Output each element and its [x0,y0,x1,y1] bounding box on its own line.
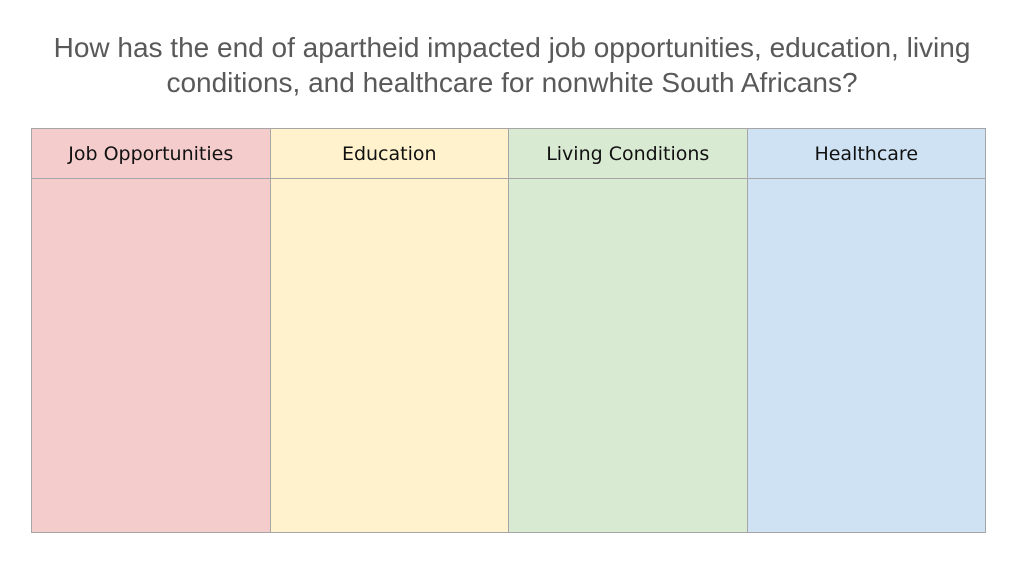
column-header: Living Conditions [508,128,748,179]
column-header: Education [269,128,509,179]
column-header: Healthcare [746,128,986,179]
body-row [31,178,986,533]
empty-cell [746,178,986,533]
empty-cell [508,178,748,533]
slide-title: How has the end of apartheid impacted jo… [53,32,971,98]
empty-cell [269,178,509,533]
organizer-table: Job Opportunities Education Living Conditi… [31,128,986,533]
header-row: Job Opportunities Education Living Conditi… [31,128,986,179]
column-header: Job Opportunities [31,128,271,179]
empty-cell [31,178,271,533]
